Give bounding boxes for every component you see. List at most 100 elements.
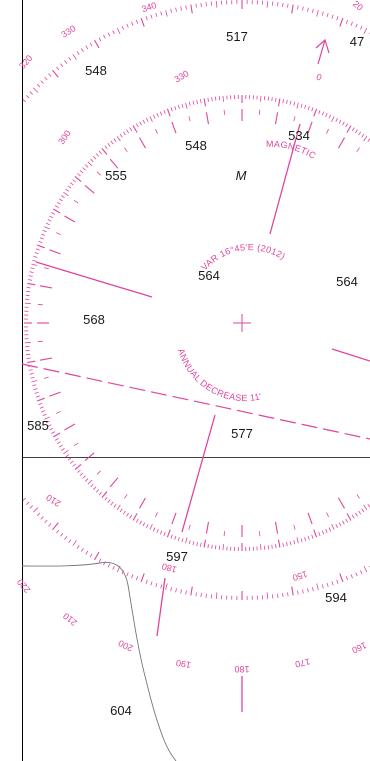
rose-tick: [43, 376, 49, 379]
rose-tick: [171, 121, 177, 134]
rose-tick: [355, 572, 358, 577]
rose-degree-label: 330: [172, 68, 190, 84]
rose-tick: [87, 479, 93, 485]
rose-tick: [300, 103, 303, 108]
outer-ring: [22, 0, 370, 600]
rose-tick: [259, 531, 261, 537]
rose-tick: [307, 512, 313, 525]
rose-tick: [205, 521, 210, 534]
rose-tick: [205, 112, 210, 125]
rose-tick: [64, 536, 68, 540]
rose-tick: [39, 237, 44, 240]
rose-tick: [181, 538, 184, 543]
rose-tick: [260, 95, 262, 102]
rose-tick: [132, 513, 138, 521]
bearing-line-right: [331, 348, 370, 362]
rose-tick: [259, 109, 261, 115]
rose-degree-label: 0: [315, 72, 323, 83]
rose-tick: [160, 11, 163, 16]
rose-tick: [116, 135, 121, 142]
rose-tick: [363, 135, 368, 142]
rose-tick: [304, 537, 307, 542]
rose-tick: [76, 51, 80, 55]
rose-tick: [312, 8, 314, 13]
rose-tick: [107, 32, 111, 37]
rose-tick: [89, 42, 93, 47]
depth-sounding: 604: [110, 703, 132, 718]
rose-tick: [170, 107, 173, 112]
rose-tick: [73, 442, 79, 447]
rose-tick: [358, 510, 362, 515]
rose-tick: [155, 12, 158, 18]
rose-tick: [38, 240, 43, 244]
rose-tick: [41, 233, 46, 236]
rose-tick: [207, 544, 209, 549]
depth-sounding: 577: [231, 426, 253, 441]
rose-tick: [135, 19, 139, 24]
rose-tick: [345, 518, 349, 523]
rose-tick: [165, 583, 168, 590]
rose-tick: [145, 579, 148, 584]
rose-tick: [342, 520, 345, 525]
rose-degree-label: 20: [351, 0, 365, 13]
rose-tick: [338, 497, 345, 509]
rose-tick: [140, 17, 145, 27]
rose-tick: [51, 212, 55, 215]
rose-tick: [87, 161, 93, 167]
rose-tick: [185, 5, 187, 10]
rose-tick: [48, 523, 52, 527]
rose-tick: [43, 267, 49, 270]
rose-tick: [35, 395, 40, 398]
rose-tick: [32, 259, 37, 262]
rose-tick: [177, 104, 180, 109]
rose-tick: [311, 107, 314, 112]
rose-tick: [49, 249, 61, 255]
rose-tick: [40, 285, 52, 289]
rose-tick: [355, 129, 358, 134]
rose-tick: [65, 188, 70, 192]
rose-tick: [40, 357, 52, 361]
rose-tick: [155, 582, 158, 588]
rose-tick: [56, 441, 61, 445]
rose-tick: [72, 540, 77, 546]
rose-tick: [67, 457, 72, 461]
rose-tick: [307, 121, 313, 134]
rose-tick: [101, 147, 108, 155]
rose-tick: [165, 10, 168, 17]
rose-tick: [72, 463, 76, 467]
rose-tick: [311, 534, 314, 539]
rose-tick: [96, 171, 101, 176]
rose-tick: [54, 438, 59, 441]
rose-tick: [297, 590, 299, 595]
rose-tick: [180, 589, 182, 594]
rose-tick: [152, 527, 156, 532]
rose-tick: [277, 539, 281, 548]
rose-tick: [36, 397, 45, 402]
rose-tick: [331, 14, 334, 19]
rose-tick: [44, 519, 48, 524]
rose-tick: [350, 21, 353, 26]
rose-tick: [22, 99, 26, 103]
rose-tick: [49, 391, 61, 397]
rose-tick: [98, 37, 102, 42]
dashed-line-upper: [21, 363, 370, 440]
rose-tick: [27, 279, 32, 281]
rose-tick: [171, 512, 177, 525]
rose-tick: [307, 535, 310, 540]
rose-tick: [328, 527, 332, 532]
rose-tick: [145, 16, 148, 21]
rose-tick: [74, 463, 82, 471]
rose-tick: [356, 493, 360, 499]
rose-tick: [36, 83, 41, 88]
rose-tick: [116, 27, 121, 35]
rose-tick: [302, 589, 304, 594]
rose-tick: [135, 576, 139, 581]
rose-tick: [65, 454, 70, 458]
rose-tick: [291, 586, 294, 596]
rose-tick: [156, 112, 159, 117]
rose-degree-label: 340: [140, 0, 157, 14]
depth-sounding: 585: [27, 418, 49, 433]
rose-tick: [277, 593, 279, 598]
rose-tick: [318, 109, 321, 115]
